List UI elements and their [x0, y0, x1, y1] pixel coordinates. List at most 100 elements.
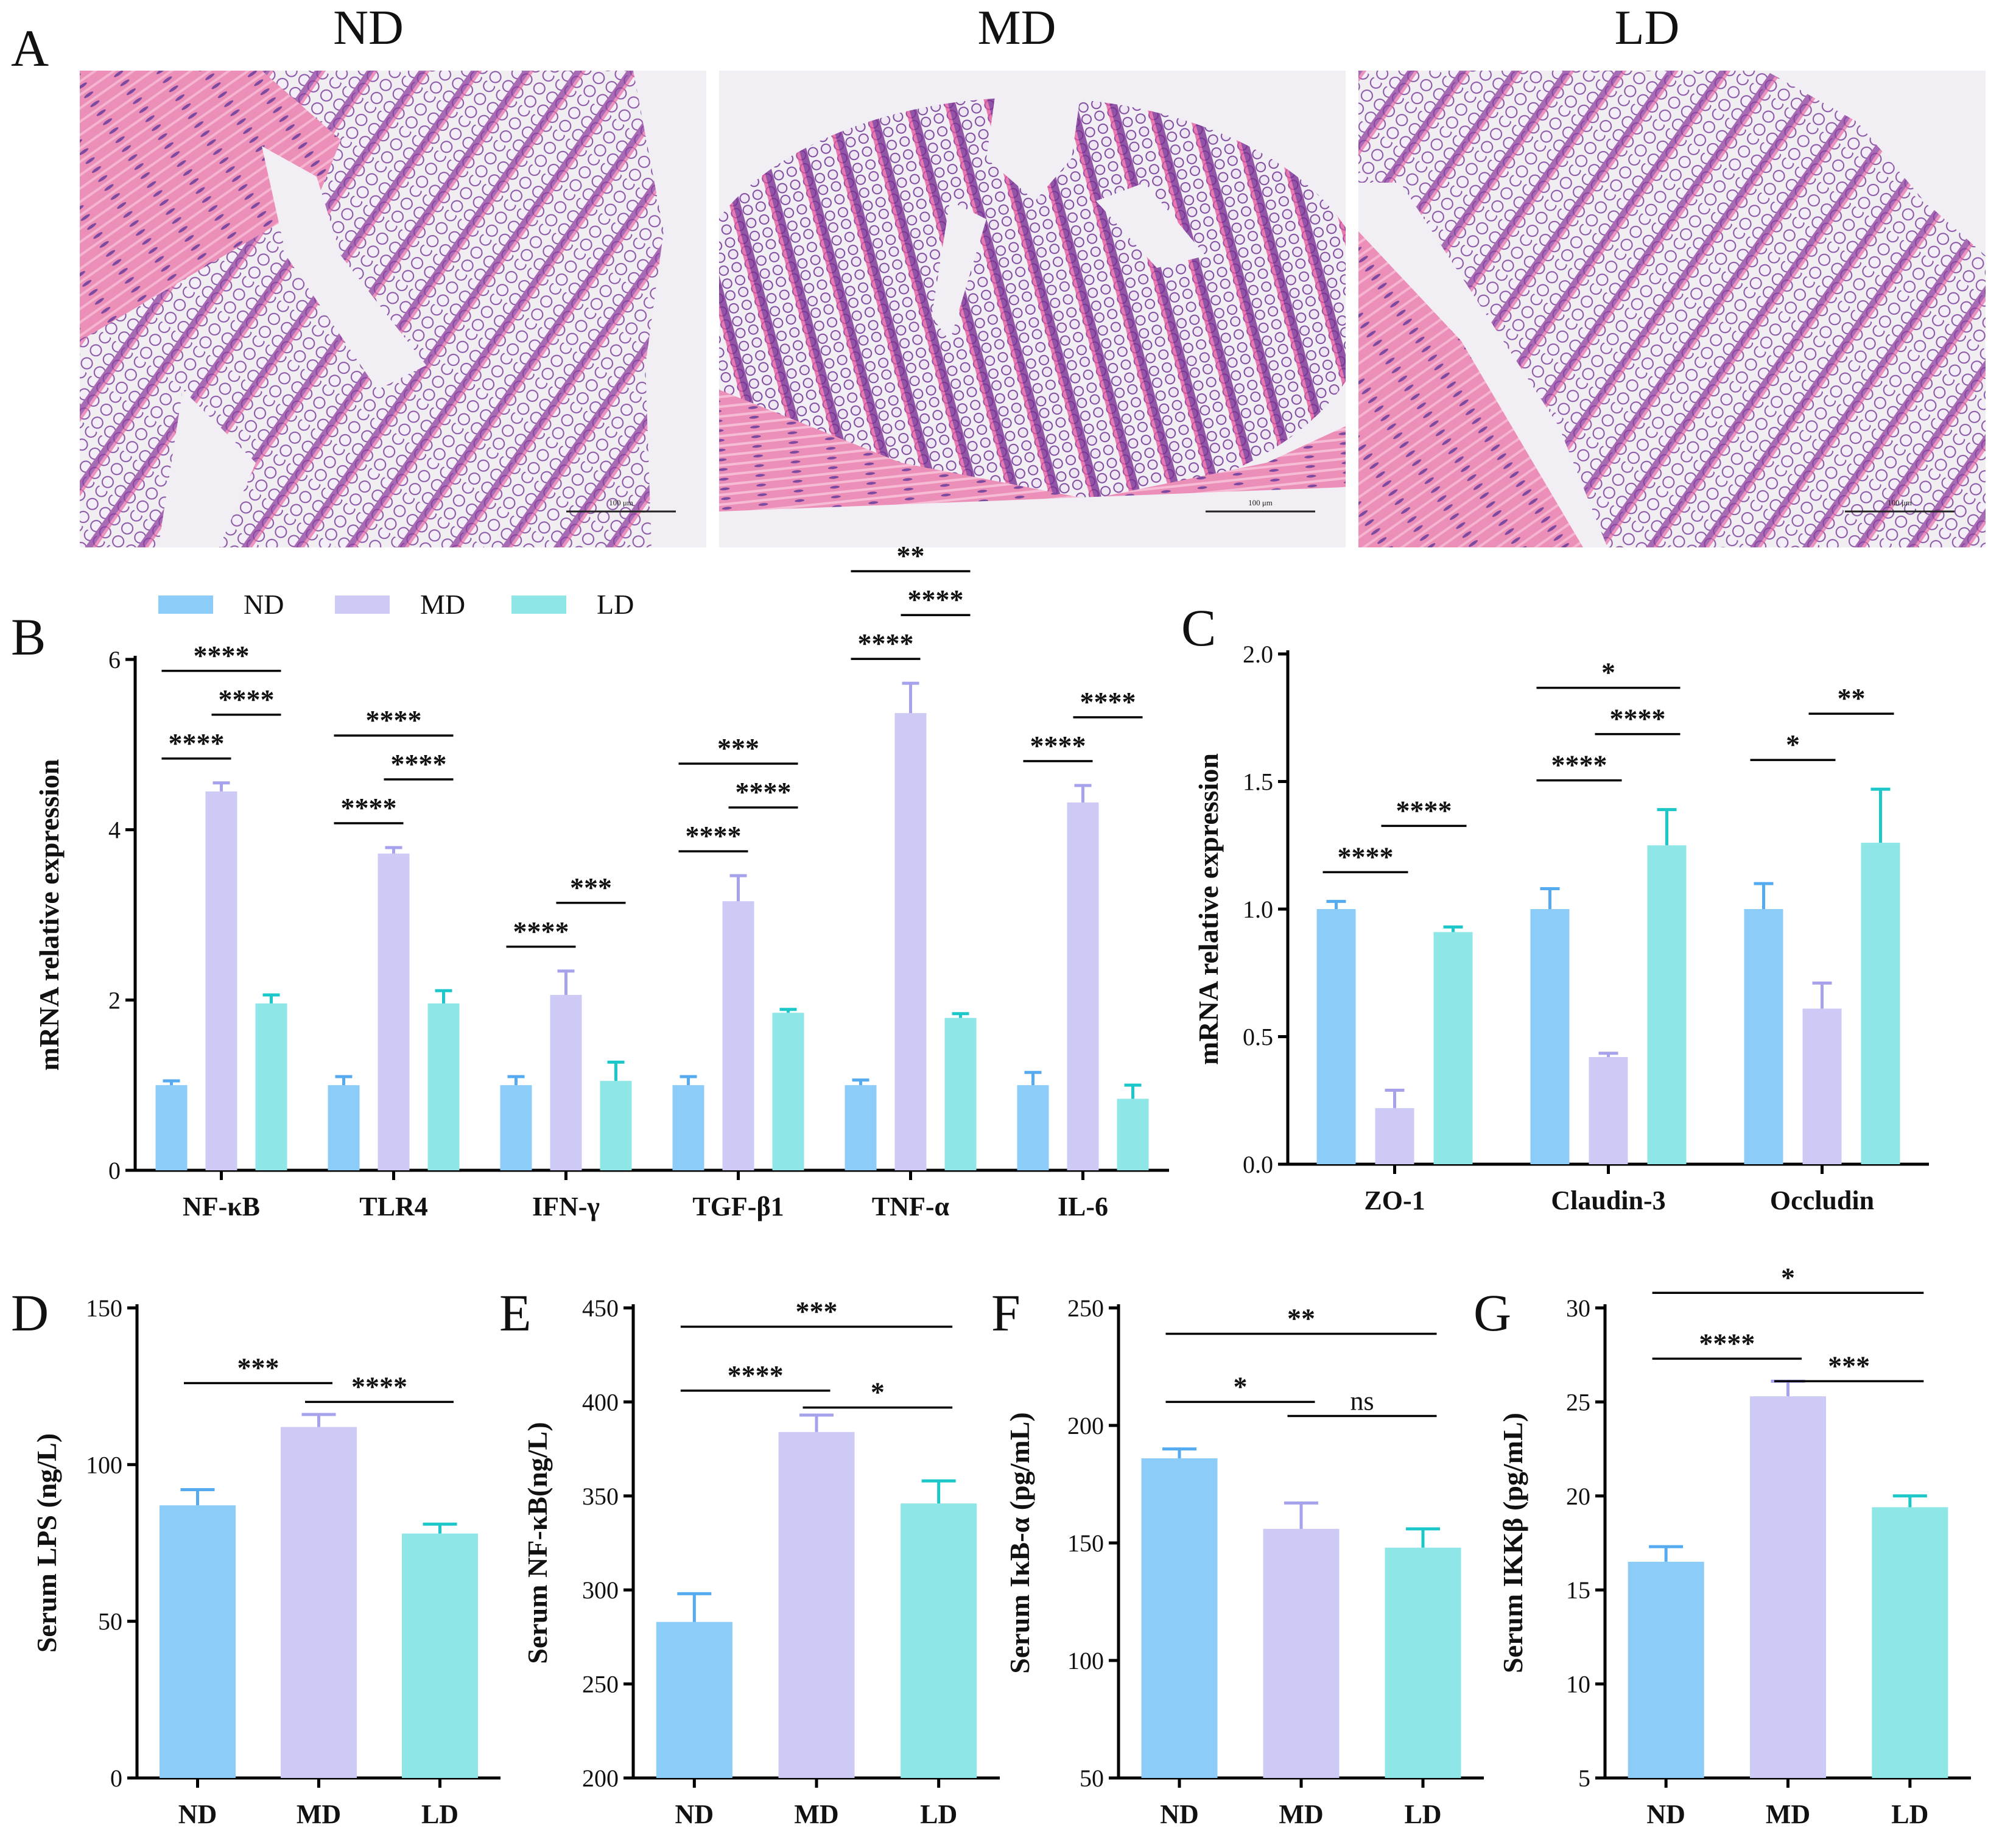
x-tick-label-zo-1: ZO-1 — [1364, 1186, 1425, 1215]
bar-tgf-1-md — [722, 901, 754, 1170]
bar-tlr4-ld — [427, 1003, 460, 1170]
x-tick-label-md: MD — [794, 1799, 838, 1829]
x-tick-label-ld: LD — [421, 1799, 458, 1829]
bar-ld — [402, 1533, 478, 1778]
bar-claudin-3-ld — [1647, 845, 1687, 1164]
significance-label: **** — [1080, 686, 1136, 717]
y-tick-label: 300 — [582, 1576, 619, 1604]
x-tick-label-md: MD — [1279, 1799, 1323, 1829]
histology-title-md: MD — [978, 1, 1056, 55]
legend-swatch-ld — [511, 596, 566, 614]
x-tick-label-md: MD — [297, 1799, 341, 1829]
significance-label: * — [871, 1377, 885, 1408]
y-tick-label: 50 — [1080, 1765, 1104, 1792]
y-tick-label: 4 — [108, 817, 121, 844]
bar-nf-b-ld — [255, 1003, 287, 1170]
significance-label: *** — [796, 1296, 838, 1327]
y-axis-label: Serum IκB-α (pg/mL) — [1004, 1412, 1035, 1673]
legend-label-ld: LD — [597, 589, 634, 620]
significance-label: *** — [1828, 1350, 1870, 1381]
significance-label: ns — [1350, 1386, 1374, 1416]
y-axis-label: mRNA relative expression — [33, 759, 65, 1071]
y-tick-label: 1.0 — [1243, 896, 1273, 923]
panel-letter-g: G — [1473, 1284, 1511, 1342]
significance-label: **** — [1610, 703, 1666, 734]
significance-label: **** — [341, 792, 397, 823]
significance-label: **** — [1030, 730, 1086, 761]
y-tick-label: 2.0 — [1243, 641, 1273, 668]
x-tick-label-ifn: IFN-γ — [532, 1192, 600, 1221]
bar-il-6-md — [1067, 802, 1099, 1170]
significance-label: **** — [169, 728, 225, 759]
bar-nd — [1628, 1561, 1704, 1778]
y-tick-label: 450 — [582, 1295, 619, 1322]
significance-label: **** — [686, 820, 742, 851]
bar-md — [1263, 1528, 1340, 1778]
y-tick-label: 0.5 — [1243, 1024, 1273, 1051]
y-axis-label: Serum NF-κB(ng/L) — [522, 1422, 553, 1664]
bar-md — [778, 1432, 855, 1778]
bar-occludin-md — [1802, 1008, 1842, 1164]
y-tick-label: 1.5 — [1243, 768, 1273, 796]
chart-c-tight-junction-mrna: 0.0 0.5 1.0 1.5 2.0 mRNA relative expression Z… — [1193, 641, 1929, 1215]
y-tick-label: 100 — [1067, 1647, 1104, 1674]
bar-nd — [656, 1621, 732, 1778]
y-tick-label: 20 — [1566, 1483, 1590, 1510]
y-tick-label: 5 — [1578, 1765, 1590, 1792]
significance-label: **** — [1699, 1327, 1755, 1358]
y-tick-label: 400 — [582, 1388, 619, 1416]
x-tick-label-nd: ND — [1160, 1799, 1199, 1829]
significance-label: *** — [570, 872, 612, 903]
bar-ld — [901, 1503, 977, 1778]
bar-zo-1-md — [1375, 1108, 1414, 1164]
x-tick-label-ld: LD — [920, 1799, 957, 1829]
x-tick-label-nd: ND — [178, 1799, 217, 1829]
legend-b: ND MD LD — [158, 589, 634, 620]
bar-occludin-ld — [1861, 843, 1900, 1164]
y-tick-label: 10 — [1566, 1671, 1590, 1698]
significance-label: **** — [1396, 795, 1452, 826]
x-tick-label-ld: LD — [1404, 1799, 1441, 1829]
significance-label: **** — [366, 704, 422, 736]
significance-label: **** — [908, 584, 964, 615]
y-tick-label: 350 — [582, 1483, 619, 1510]
panel-letter-e: E — [499, 1284, 532, 1342]
bar-il-6-ld — [1117, 1098, 1149, 1170]
chart-b-inflammation-mrna: 0 2 4 6 mRNA relative expression NF-κB TLR4 IFN… — [33, 540, 1169, 1221]
y-tick-label: 2 — [108, 986, 121, 1014]
significance-label: **** — [736, 776, 792, 807]
panel-letter-a: A — [11, 19, 49, 77]
panel-letter-b: B — [11, 608, 46, 666]
scale-bar-label-md: 100 μm — [1248, 498, 1273, 507]
significance-label: * — [1234, 1371, 1248, 1402]
bar-tnf-ld — [944, 1017, 977, 1170]
significance-label: *** — [717, 733, 759, 764]
bar-ifn-md — [550, 994, 582, 1170]
scale-bar-label-nd: 100 μm — [609, 498, 633, 507]
y-tick-label: 250 — [582, 1671, 619, 1698]
x-tick-label-tgf-1: TGF-β1 — [692, 1192, 784, 1221]
bar-tnf-nd — [845, 1085, 877, 1170]
bar-md — [281, 1427, 357, 1778]
y-tick-label: 200 — [1067, 1412, 1104, 1439]
legend-label-nd: ND — [244, 589, 284, 620]
significance-label: * — [1786, 729, 1800, 760]
y-tick-label: 100 — [86, 1451, 122, 1478]
bar-zo-1-ld — [1433, 932, 1473, 1164]
bar-nd — [160, 1505, 236, 1778]
bar-claudin-3-nd — [1530, 909, 1570, 1164]
y-tick-label: 0 — [108, 1157, 121, 1184]
x-tick-label-nd: ND — [1646, 1799, 1685, 1829]
legend-swatch-md — [335, 596, 390, 614]
bar-md — [1750, 1396, 1826, 1778]
bar-ifn-ld — [600, 1081, 632, 1170]
histology-image-nd — [80, 71, 706, 547]
bar-nd — [1141, 1458, 1218, 1778]
chart-f-serum-ikba: 50 100 150 200 250 Serum IκB-α (pg/mL) ND MD LD *… — [1004, 1295, 1484, 1829]
bar-tlr4-md — [378, 853, 410, 1170]
significance-label: **** — [1551, 750, 1607, 781]
bar-tnf-md — [894, 713, 927, 1170]
significance-label: ** — [897, 540, 925, 571]
bar-ld — [1385, 1547, 1461, 1778]
bar-occludin-nd — [1744, 909, 1783, 1164]
